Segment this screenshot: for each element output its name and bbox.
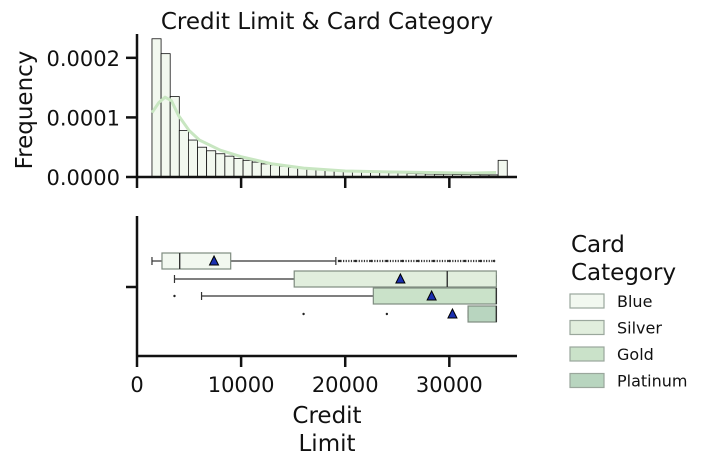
box bbox=[161, 252, 232, 270]
legend-label: Platinum bbox=[617, 372, 687, 391]
mean-marker bbox=[426, 289, 437, 301]
legend-swatch bbox=[569, 346, 605, 362]
legend-swatch bbox=[569, 319, 605, 336]
histogram-bar bbox=[497, 159, 508, 178]
y-tick-label: 0.0001 bbox=[47, 106, 120, 130]
histogram-bar bbox=[269, 164, 280, 178]
box bbox=[293, 270, 497, 288]
histogram-bars bbox=[151, 38, 508, 178]
x-axis-label-line: Limit bbox=[298, 431, 355, 457]
legend-items: Blue Silver Gold Platinum bbox=[569, 292, 687, 391]
boxplot-panel: 0 10000 20000 30000 Credit Limit bbox=[126, 216, 517, 457]
legend-item-silver: Silver bbox=[569, 319, 662, 338]
histogram-bar bbox=[206, 150, 217, 178]
boxplot-blue bbox=[151, 252, 496, 270]
histogram-bar bbox=[224, 155, 235, 178]
mean-marker bbox=[447, 307, 458, 319]
boxplot-series bbox=[151, 252, 498, 323]
legend: Card Category Blue Silver Gold Platinum bbox=[569, 232, 687, 391]
histogram-bar bbox=[178, 130, 189, 178]
mean-marker bbox=[208, 254, 220, 266]
outlier-point bbox=[173, 294, 176, 298]
x-tick-label: 0 bbox=[130, 373, 143, 397]
histogram-bar bbox=[288, 167, 299, 178]
chart-title: Credit Limit & Card Category bbox=[161, 9, 493, 35]
histogram-bar bbox=[188, 139, 198, 178]
y-tick-label: 0.0000 bbox=[47, 166, 120, 190]
legend-swatch bbox=[569, 293, 605, 309]
histogram-bar bbox=[197, 146, 208, 178]
boxplot-gold bbox=[173, 287, 498, 305]
histogram-bar bbox=[251, 161, 262, 178]
outlier-point bbox=[302, 312, 305, 316]
legend-title-line: Card bbox=[571, 232, 625, 258]
legend-swatch bbox=[569, 372, 605, 389]
boxplot-platinum bbox=[302, 305, 498, 323]
kde-line bbox=[150, 95, 497, 175]
legend-item-gold: Gold bbox=[569, 345, 654, 364]
legend-label: Gold bbox=[617, 345, 654, 364]
box bbox=[467, 305, 497, 323]
boxplot-silver bbox=[173, 270, 497, 288]
x-tick-label: 10000 bbox=[208, 373, 275, 397]
x-tick-label: 20000 bbox=[312, 373, 379, 397]
y-tick-label: 0.0002 bbox=[47, 47, 120, 71]
histogram-bar bbox=[160, 53, 171, 178]
legend-item-platinum: Platinum bbox=[569, 372, 687, 391]
legend-label: Silver bbox=[617, 319, 662, 338]
legend-label: Blue bbox=[617, 292, 652, 311]
mean-marker bbox=[395, 272, 406, 284]
histogram-bar bbox=[242, 159, 253, 178]
outlier-point bbox=[385, 312, 389, 316]
legend-title: Card Category bbox=[571, 232, 676, 286]
histogram-bar bbox=[233, 158, 244, 178]
x-ticks-bottom: 0 10000 20000 30000 bbox=[130, 356, 483, 397]
histogram-bar bbox=[279, 165, 290, 178]
x-tick-label: 30000 bbox=[416, 373, 483, 397]
y-ticks: 0.0000 0.0001 0.0002 bbox=[47, 47, 137, 190]
legend-title-line: Category bbox=[571, 260, 676, 286]
x-ticks-top bbox=[135, 177, 451, 188]
histogram-bar bbox=[215, 153, 226, 178]
x-axis-label: Credit Limit bbox=[292, 403, 361, 457]
histogram-panel: Credit Limit & Card Category Frequency 0… bbox=[12, 9, 517, 190]
box bbox=[372, 287, 497, 305]
legend-item-blue: Blue bbox=[569, 292, 652, 311]
y-axis-label: Frequency bbox=[12, 51, 38, 170]
x-axis-label-line: Credit bbox=[292, 403, 361, 429]
histogram-bar bbox=[260, 163, 271, 178]
